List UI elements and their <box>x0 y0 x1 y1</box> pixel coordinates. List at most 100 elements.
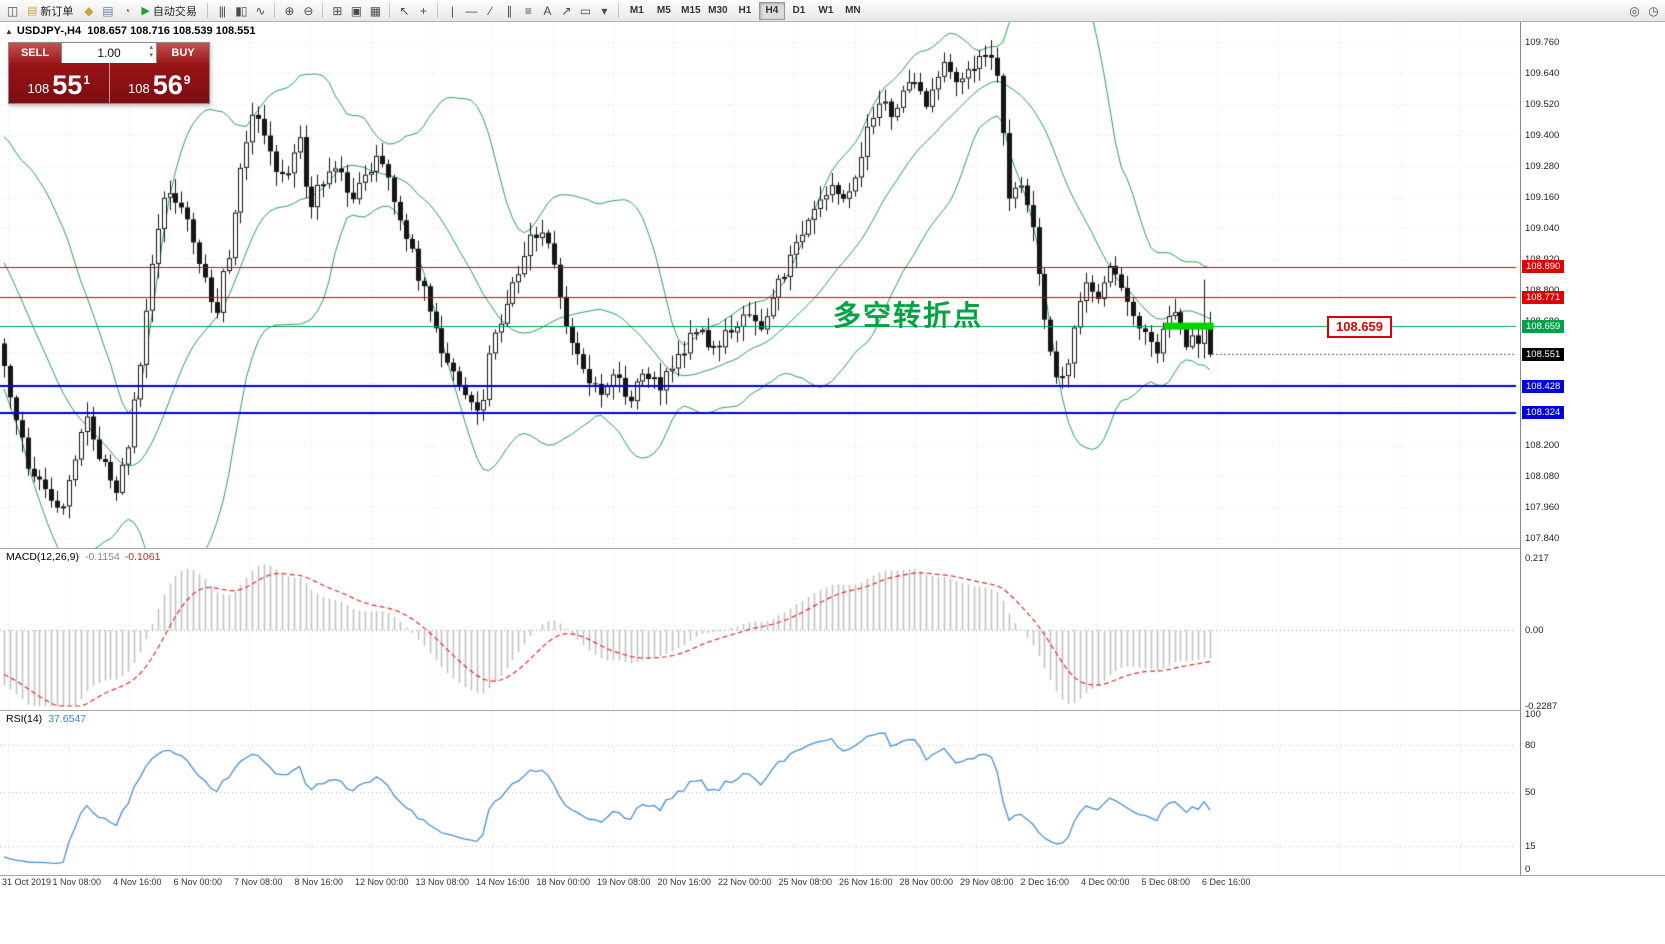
chart-ohlc-readout: ▲ USDJPY-,H4 108.657 108.716 108.539 108.… <box>5 25 255 37</box>
cursor-icon[interactable]: ↖ <box>399 3 409 18</box>
macd-axis-label: -0.2287 <box>1525 701 1558 712</box>
timeframe-button-MN[interactable]: MN <box>845 4 861 16</box>
price-axis-label: 109.760 <box>1525 37 1560 48</box>
macd-signal-value: -0.1061 <box>124 551 161 563</box>
arrow-object-icon[interactable]: ↗ <box>561 3 571 18</box>
rsi-axis-label: 80 <box>1525 740 1536 751</box>
horizontal-line-icon[interactable]: — <box>465 3 477 18</box>
zoom-out-icon[interactable]: ⊖ <box>303 3 313 18</box>
fibonacci-icon[interactable]: ≡ <box>524 3 532 18</box>
grid-icon[interactable]: ▦ <box>369 3 381 18</box>
timeframe-button-M15[interactable]: M15 <box>681 4 701 16</box>
rsi-axis-label: 0 <box>1525 864 1531 875</box>
time-axis-label: 8 Nov 16:00 <box>294 877 344 887</box>
new-order-button[interactable]: ▤ 新订单 <box>22 2 78 20</box>
chart-app-icon[interactable]: ◫ <box>6 3 18 18</box>
search-icon[interactable]: ◎ <box>1629 3 1639 18</box>
macd-axis-label: 0.00 <box>1525 625 1544 637</box>
time-axis-label: 20 Nov 16:00 <box>657 877 712 887</box>
text-icon[interactable]: A <box>543 3 551 18</box>
buy-price-button[interactable]: 108 56 9 <box>110 63 210 103</box>
zoom-in-icon[interactable]: ⊕ <box>284 3 294 18</box>
sell-price-prefix: 108 <box>27 81 50 96</box>
sell-button[interactable]: SELL <box>9 43 61 63</box>
toolbar-separator <box>206 3 208 18</box>
rsi-axis-label: 50 <box>1525 786 1536 798</box>
trendline-icon[interactable]: ∕ <box>489 3 491 18</box>
time-axis-label: 31 Oct 2019 <box>2 877 52 887</box>
price-level-tag: 108.659 <box>1522 319 1565 333</box>
rsi-indicator-canvas[interactable] <box>0 711 1520 875</box>
toolbar-separator <box>436 3 438 18</box>
price-divider <box>108 63 110 103</box>
time-axis[interactable]: 31 Oct 2019 1 Nov 08:00 4 Nov 16:00 6 Nov 0… <box>0 876 1520 892</box>
price-axis-label: 108.920 <box>1525 254 1559 265</box>
time-axis-label: 14 Nov 16:00 <box>476 877 530 887</box>
volume-up-icon[interactable]: ▴ <box>149 44 153 51</box>
auto-arrange-icon[interactable]: ▣ <box>350 3 362 18</box>
print-icon[interactable]: ▤ <box>102 3 113 18</box>
crosshair-icon[interactable]: + <box>419 3 427 18</box>
panel-separator[interactable] <box>0 548 1665 549</box>
timeframe-button-M30[interactable]: M30 <box>708 4 728 16</box>
autotrade-button-label: 自动交易 <box>152 5 197 18</box>
sell-price-big: 55 <box>52 70 83 100</box>
time-axis-label: 6 Nov 00:00 <box>173 877 223 887</box>
collapse-panel-icon[interactable]: ▲ <box>5 27 13 36</box>
timeframe-button-D1[interactable]: D1 <box>792 4 806 16</box>
toolbar-separator <box>321 3 323 18</box>
macd-axis-label: 0.217 <box>1525 553 1549 564</box>
toolbar-separator <box>617 3 619 18</box>
price-level-tag: 108.428 <box>1522 379 1565 393</box>
buy-price-big: 56 <box>152 70 183 100</box>
line-chart-icon[interactable]: ∿ <box>255 3 265 18</box>
toolbar-separator <box>273 3 275 18</box>
timeframe-button-M5[interactable]: M5 <box>656 4 671 16</box>
price-axis[interactable]: 109.760 109.640 109.520 109.400 109.280 109.1… <box>1520 22 1665 875</box>
macd-name: MACD(12,26,9) <box>6 551 79 563</box>
rsi-name: RSI(14) <box>6 713 43 725</box>
vertical-line-icon[interactable]: | <box>450 3 454 18</box>
price-level-tag: 108.324 <box>1522 406 1565 420</box>
price-axis-label: 108.200 <box>1525 440 1560 451</box>
sell-price-sup: 1 <box>83 73 90 87</box>
timeframe-button-H1[interactable]: H1 <box>738 4 752 16</box>
macd-indicator-canvas[interactable] <box>0 549 1520 710</box>
time-axis-label: 4 Dec 00:00 <box>1081 877 1130 887</box>
shapes-icon[interactable]: ▭ <box>579 3 591 18</box>
channel-icon[interactable]: ∥ <box>506 3 512 18</box>
rsi-indicator-label: RSI(14) 37.6547 <box>6 713 86 725</box>
macd-main-value: -0.1154 <box>84 551 120 563</box>
time-axis-label: 12 Nov 00:00 <box>355 877 409 887</box>
price-axis-label: 107.840 <box>1525 533 1560 544</box>
volume-input[interactable]: 1.00 ▴ ▾ <box>61 43 157 63</box>
buy-price-sup: 9 <box>183 73 191 87</box>
panel-separator <box>0 875 1665 876</box>
time-axis-label: 28 Nov 00:00 <box>899 877 954 887</box>
profiles-icon[interactable]: ◆ <box>84 3 93 18</box>
rsi-axis-label: 100 <box>1525 709 1541 720</box>
timeframe-button-W1[interactable]: W1 <box>818 4 834 16</box>
refresh-icon[interactable]: ◔ <box>123 3 130 18</box>
price-axis-label: 109.160 <box>1525 192 1560 203</box>
sell-price-button[interactable]: 108 55 1 <box>9 63 109 103</box>
main-chart-canvas[interactable] <box>0 22 1520 548</box>
symbol-timeframe-label: USDJPY-,H4 <box>16 25 82 37</box>
timeframe-button-H4[interactable]: H4 <box>758 1 785 20</box>
timeframe-button-M1[interactable]: M1 <box>629 4 644 16</box>
candlestick-chart-icon[interactable]: ▮▯ <box>235 3 247 18</box>
time-axis-label: 5 Dec 08:00 <box>1141 877 1191 887</box>
chart-text-annotation[interactable]: 多空转折点 <box>833 300 984 331</box>
buy-price-prefix: 108 <box>128 81 150 96</box>
bar-chart-icon[interactable]: ||| <box>218 3 226 18</box>
tile-windows-icon[interactable]: ⊞ <box>332 3 342 18</box>
price-level-label[interactable]: 108.659 <box>1327 316 1392 338</box>
clock-icon[interactable]: ◷ <box>1648 3 1658 18</box>
volume-down-icon[interactable]: ▾ <box>149 52 153 59</box>
autotrade-button[interactable]: ▶ 自动交易 <box>136 2 201 20</box>
time-axis-label: 1 Nov 08:00 <box>52 877 102 887</box>
dropdown-icon[interactable]: ▾ <box>601 3 607 18</box>
buy-button[interactable]: BUY <box>157 43 209 63</box>
price-axis-label: 108.800 <box>1525 285 1559 296</box>
panel-separator[interactable] <box>0 710 1665 711</box>
